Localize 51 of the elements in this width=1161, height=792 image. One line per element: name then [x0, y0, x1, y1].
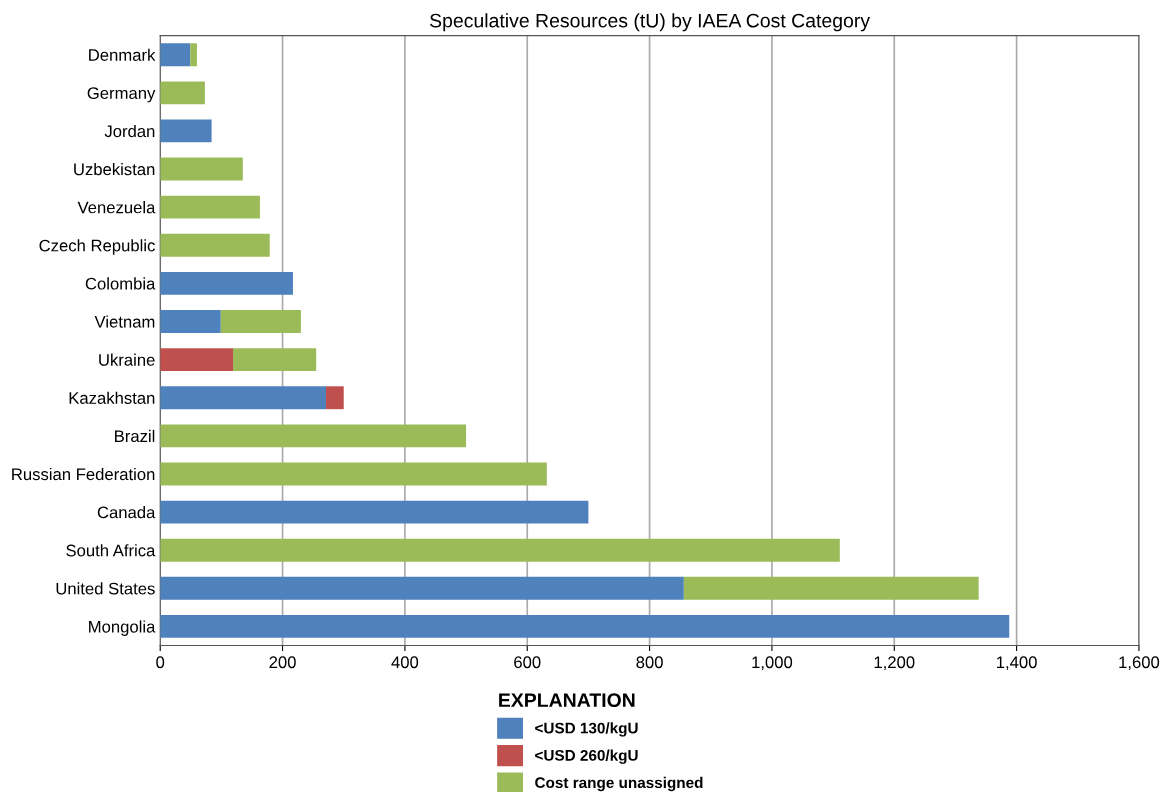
bar: [160, 462, 547, 486]
y-tick-label: Kazakhstan: [69, 391, 155, 404]
legend-label: Cost range unassigned: [535, 776, 703, 792]
y-tick-label: Mongolia: [89, 620, 156, 636]
y-tick-label: Ukraine: [99, 353, 155, 366]
y-tick-label: Uzbekistan: [74, 163, 155, 176]
bar: [190, 43, 197, 67]
bar: [160, 310, 221, 333]
y-tick-label: Colombia: [85, 277, 156, 290]
bar: [160, 500, 589, 524]
bar: [160, 576, 684, 600]
bar: [160, 538, 840, 562]
bar: [325, 386, 344, 410]
legend-label: <USD 130/kgU: [535, 722, 638, 737]
x-tick-label: 600: [514, 656, 541, 669]
y-tick-label: Canada: [97, 506, 156, 519]
bar: [683, 576, 979, 600]
bar: [160, 195, 260, 219]
bar: [160, 614, 1010, 638]
x-tick-label: 1,400: [997, 656, 1037, 671]
x-tick-label: 400: [391, 656, 419, 669]
x-tick-label: 0: [156, 656, 165, 669]
y-tick-label: Vietnam: [94, 315, 155, 328]
legend-title: EXPLANATION: [499, 693, 635, 708]
x-tick-label: 1,000: [752, 656, 793, 671]
bar: [160, 119, 212, 143]
x-tick-label: 1,200: [874, 656, 915, 671]
y-tick-label: Czech Republic: [39, 239, 155, 255]
y-tick-label: Jordan: [104, 124, 155, 138]
legend-label: <USD 260/kgU: [535, 749, 638, 764]
y-tick-label: Russian Federation: [12, 467, 155, 481]
bar: [160, 348, 234, 372]
y-tick-label: Germany: [87, 87, 156, 103]
y-tick-label: United States: [56, 582, 155, 595]
y-tick-label: South Africa: [66, 544, 156, 557]
chart-title: Speculative Resources (tU) by IAEA Cost Category: [430, 13, 871, 32]
bar: [160, 424, 467, 448]
y-tick-label: Brazil: [115, 429, 155, 443]
bar: [233, 348, 317, 372]
y-tick-label: Venezuela: [77, 201, 156, 214]
x-tick-label: 800: [636, 656, 663, 669]
x-tick-label: 200: [269, 656, 296, 669]
bar: [160, 271, 293, 295]
bar: [160, 43, 191, 67]
bar: [160, 81, 205, 105]
bar: [160, 386, 326, 410]
bar: [160, 157, 243, 181]
y-tick-label: Denmark: [89, 48, 156, 61]
bar: [220, 310, 301, 333]
bar: [160, 233, 270, 257]
x-tick-label: 1,600: [1119, 656, 1160, 671]
